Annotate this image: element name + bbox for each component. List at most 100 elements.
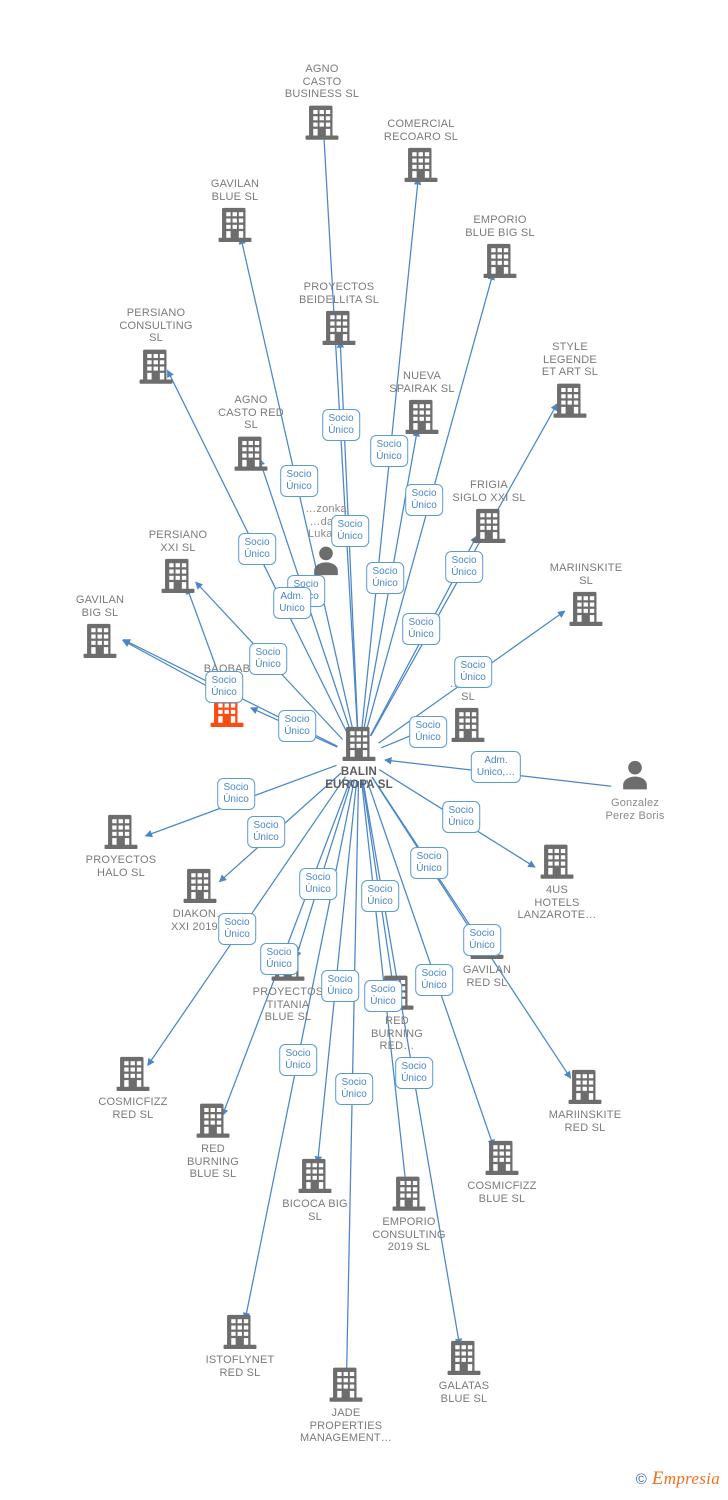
- company-building-icon: [79, 620, 121, 662]
- relation-chip-c25[interactable]: Socio Único: [463, 924, 501, 956]
- node-label: RED BURNING BLUE SL: [186, 1142, 240, 1180]
- node-balin_europa[interactable]: BALIN EUROPA SL: [299, 723, 419, 791]
- relation-chip-c18[interactable]: Socio Único: [217, 778, 255, 810]
- node-label: PROYECTOS TITANIA BLUE SL: [252, 985, 324, 1023]
- node-cosmicfizz_red[interactable]: COSMICFIZZ RED SL: [73, 1053, 193, 1121]
- relation-chip-c30[interactable]: Socio Único: [279, 1044, 317, 1076]
- company-building-icon: [294, 1155, 336, 1197]
- node-proyectos_halo[interactable]: PROYECTOS HALO SL: [61, 811, 181, 879]
- relation-chip-c2[interactable]: Socio Único: [370, 435, 408, 467]
- node-label: PERSIANO CONSULTING SL: [119, 306, 193, 344]
- node-galatas_blue[interactable]: GALATAS BLUE SL: [404, 1337, 524, 1405]
- relation-chip-c22[interactable]: Socio Único: [299, 868, 337, 900]
- node-agno_casto_business[interactable]: AGNO CASTO BUSINESS SL: [262, 63, 382, 144]
- company-building-icon: [468, 505, 510, 547]
- node-label: PROYECTOS HALO SL: [85, 854, 157, 879]
- node-label: COSMICFIZZ BLUE SL: [467, 1180, 537, 1205]
- node-label: MARIINSKITE SL: [549, 562, 623, 587]
- company-building-icon: [157, 555, 199, 597]
- node-label: GAVILAN BIG SL: [75, 594, 125, 619]
- company-building-icon: [549, 379, 591, 421]
- node-4us_hotels[interactable]: 4US HOTELS LANZAROTE…: [497, 841, 617, 922]
- company-building-icon: [100, 811, 142, 853]
- relation-chip-c3[interactable]: Socio Único: [280, 465, 318, 497]
- node-bicoca_big[interactable]: BICOCA BIG SL: [255, 1155, 375, 1223]
- relation-chip-c1[interactable]: Socio Único: [322, 409, 360, 441]
- node-person_gonzalez[interactable]: Gonzalez Perez Boris: [575, 756, 695, 822]
- node-label: STYLE LEGENDE ET ART SL: [541, 340, 599, 378]
- node-label: AGNO CASTO BUSINESS SL: [284, 62, 360, 100]
- relation-chip-c4[interactable]: Socio Único: [405, 484, 443, 516]
- relation-chip-c8[interactable]: Socio Único: [366, 562, 404, 594]
- company-building-icon: [447, 704, 489, 746]
- edge-balin_europa-to-cosmicfizz_blue[interactable]: [366, 779, 495, 1148]
- relation-chip-c24[interactable]: Socio Único: [218, 913, 256, 945]
- relation-chip-c27[interactable]: Socio Único: [415, 964, 453, 996]
- relation-chip-c23[interactable]: Socio Único: [361, 880, 399, 912]
- company-building-icon: [179, 865, 221, 907]
- relation-chip-c19[interactable]: Socio Único: [442, 801, 480, 833]
- node-gavilan_blue[interactable]: GAVILAN BLUE SL: [175, 178, 295, 246]
- node-label: Gonzalez Perez Boris: [605, 797, 665, 822]
- node-style_legende[interactable]: STYLE LEGENDE ET ART SL: [510, 341, 630, 422]
- edge-baobab-to-persiano_xxi[interactable]: [185, 586, 220, 675]
- company-building-icon: [479, 240, 521, 282]
- relation-chip-c7[interactable]: Socio Único: [445, 551, 483, 583]
- node-mariinskite[interactable]: MARIINSKITE SL: [526, 562, 646, 630]
- node-nueva_spairak[interactable]: NUEVA SPAIRAK SL: [362, 370, 482, 438]
- relation-chip-c11[interactable]: Socio Único: [402, 613, 440, 645]
- node-istoflynet_red[interactable]: ISTOFLYNET RED SL: [180, 1311, 300, 1379]
- relation-chip-c20[interactable]: Socio Único: [247, 816, 285, 848]
- relation-chip-c16[interactable]: Socio Único: [409, 716, 447, 748]
- relation-chip-c26[interactable]: Socio Único: [260, 943, 298, 975]
- relation-chip-c15[interactable]: Socio Único: [278, 710, 316, 742]
- relation-chip-c29[interactable]: Socio Único: [364, 980, 402, 1012]
- node-frigia_siglo_xxi[interactable]: FRIGIA SIGLO XXI SL: [429, 479, 549, 547]
- node-label: EMPORIO BLUE BIG SL: [465, 214, 535, 239]
- relation-chip-c5[interactable]: Socio Único: [331, 515, 369, 547]
- company-building-icon: [192, 1100, 234, 1142]
- relation-chip-c31[interactable]: Socio Único: [395, 1057, 433, 1089]
- relation-chip-c10[interactable]: Adm. Unico: [273, 587, 311, 619]
- company-building-icon: [388, 1173, 430, 1215]
- node-proyectos_beidellita[interactable]: PROYECTOS BEIDELLITA SL: [279, 281, 399, 349]
- relation-chip-c12[interactable]: Socio Único: [249, 643, 287, 675]
- node-persiano_xxi[interactable]: PERSIANO XXI SL: [118, 529, 238, 597]
- company-building-icon: [135, 345, 177, 387]
- person-icon: [615, 756, 655, 796]
- company-building-icon: [564, 1066, 606, 1108]
- node-label: AGNO CASTO RED SL: [218, 393, 284, 431]
- company-building-icon: [401, 396, 443, 438]
- relation-chip-c28[interactable]: Socio Único: [321, 970, 359, 1002]
- node-comercial_recoaro[interactable]: COMERCIAL RECOARO SL: [361, 118, 481, 186]
- edge-baobab-to-gavilan_big[interactable]: [122, 639, 207, 687]
- person-icon: [306, 541, 346, 581]
- node-cosmicfizz_blue[interactable]: COSMICFIZZ BLUE SL: [442, 1137, 562, 1205]
- node-emporio_consulting[interactable]: EMPORIO CONSULTING 2019 SL: [349, 1173, 469, 1254]
- company-building-icon: [481, 1137, 523, 1179]
- node-jade_properties[interactable]: JADE PROPERTIES MANAGEMENT…: [286, 1364, 406, 1445]
- company-building-icon: [112, 1053, 154, 1095]
- relation-chip-c32[interactable]: Socio Único: [335, 1073, 373, 1105]
- relation-chip-c14[interactable]: Socio Único: [205, 671, 243, 703]
- node-label: NUEVA SPAIRAK SL: [389, 370, 455, 395]
- relation-chip-c13[interactable]: Socio Único: [454, 656, 492, 688]
- node-label: GAVILAN BLUE SL: [210, 178, 260, 203]
- node-label: RED BURNING RED…: [370, 1014, 424, 1052]
- node-label: COSMICFIZZ RED SL: [98, 1096, 168, 1121]
- node-persiano_consulting[interactable]: PERSIANO CONSULTING SL: [96, 307, 216, 388]
- node-mariinskite_red[interactable]: MARIINSKITE RED SL: [525, 1066, 645, 1134]
- node-red_burning_blue[interactable]: RED BURNING BLUE SL: [153, 1100, 273, 1181]
- relation-chip-c21[interactable]: Socio Único: [410, 847, 448, 879]
- relation-chip-c17[interactable]: Adm. Unico,…: [470, 751, 522, 783]
- node-diakonos_xxi[interactable]: DIAKON… XXI 2019…: [140, 865, 260, 933]
- node-emporio_blue_big[interactable]: EMPORIO BLUE BIG SL: [440, 214, 560, 282]
- node-gavilan_big[interactable]: GAVILAN BIG SL: [40, 594, 160, 662]
- node-label: COMERCIAL RECOARO SL: [383, 118, 459, 143]
- relation-chip-c6[interactable]: Socio Único: [238, 533, 276, 565]
- company-building-icon: [443, 1337, 485, 1379]
- company-building-icon: [301, 101, 343, 143]
- node-label: PERSIANO XXI SL: [148, 529, 208, 554]
- node-agno_casto_red[interactable]: AGNO CASTO RED SL: [191, 394, 311, 475]
